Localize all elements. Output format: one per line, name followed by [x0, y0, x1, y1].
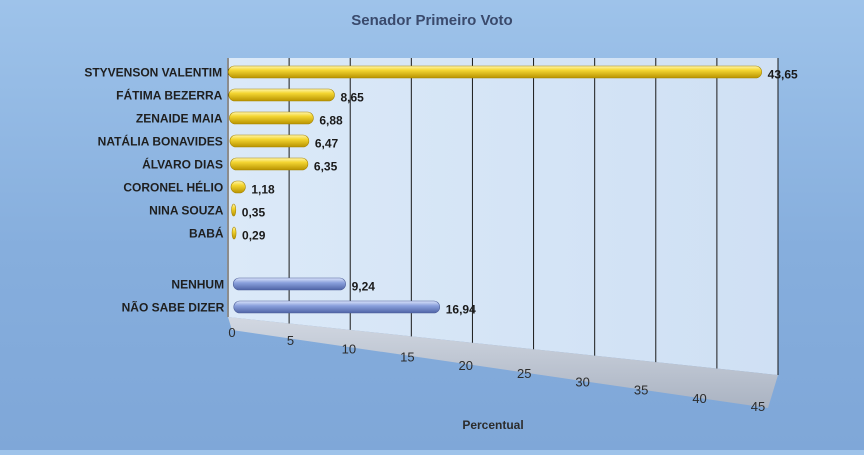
value-labels: 43,65 8,65 6,88 6,47 6,35 1,18 0,35 0,29 9,24 16,… [242, 68, 798, 317]
bar [228, 88, 335, 102]
category-label: NÃO SABE DIZER [122, 300, 225, 315]
bar [232, 277, 346, 291]
data-label: 0,29 [242, 229, 266, 243]
data-label: 6,88 [319, 114, 343, 128]
data-label: 0,35 [242, 206, 266, 220]
bar [233, 300, 441, 314]
x-tick-label: 0 [228, 325, 235, 340]
category-label: ÁLVARO DIAS [142, 157, 223, 172]
bar [230, 180, 246, 194]
bar [231, 226, 237, 240]
chart-title: Senador Primeiro Voto [351, 12, 512, 29]
data-label: 6,47 [315, 137, 339, 151]
bar [229, 111, 314, 125]
bar [231, 203, 237, 217]
category-label: FÁTIMA BEZERRA [116, 88, 223, 103]
x-tick-label: 30 [575, 374, 589, 389]
category-labels: STYVENSON VALENTIM FÁTIMA BEZERRA ZENAIDE … [84, 66, 224, 315]
data-label: 9,24 [352, 280, 376, 294]
category-label: NATÁLIA BONAVIDES [98, 134, 223, 149]
data-label: 6,35 [314, 160, 338, 174]
category-label: NINA SOUZA [149, 204, 224, 218]
category-label: ZENAIDE MAIA [136, 112, 223, 126]
x-tick-label: 5 [287, 333, 294, 348]
category-label: BABÁ [189, 226, 224, 241]
bar [229, 134, 310, 148]
x-tick-label: 45 [751, 399, 765, 414]
x-tick-label: 40 [692, 391, 706, 406]
bar [228, 65, 762, 79]
x-tick-label: 15 [400, 350, 414, 365]
category-label: NENHUM [171, 278, 224, 292]
x-tick-label: 20 [459, 358, 473, 373]
x-axis-label: Percentual [462, 418, 523, 432]
data-label: 1,18 [251, 183, 275, 197]
plot-back-wall [228, 58, 778, 375]
data-label: 16,94 [446, 303, 476, 317]
plot-floor [228, 317, 778, 408]
bars [228, 65, 762, 314]
x-tick-label: 25 [517, 366, 531, 381]
category-label: STYVENSON VALENTIM [84, 66, 222, 80]
data-label: 8,65 [340, 91, 364, 105]
category-label: CORONEL HÉLIO [123, 180, 223, 195]
x-axis-ticks: 0 5 10 15 20 25 30 35 40 45 [228, 325, 765, 414]
x-tick-label: 35 [634, 383, 648, 398]
x-tick-label: 10 [342, 341, 356, 356]
bar [230, 157, 309, 171]
data-label: 43,65 [768, 68, 798, 82]
